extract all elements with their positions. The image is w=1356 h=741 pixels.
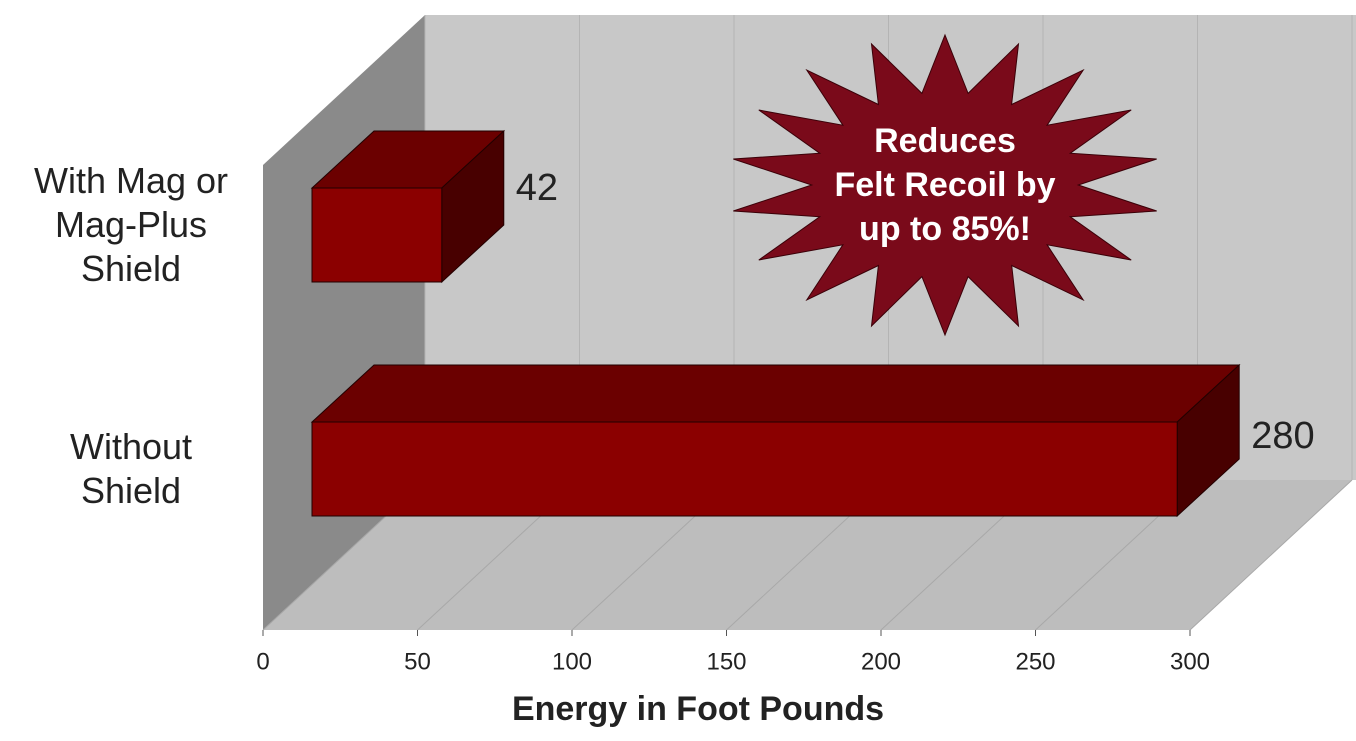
grid-line <box>1189 479 1353 631</box>
starburst <box>733 33 1157 337</box>
annotation: Reduces Felt Recoil by up to 85%! <box>834 122 1056 248</box>
bar-top <box>310 364 1241 423</box>
bar <box>311 421 1178 517</box>
value-label: 42 <box>516 167 558 209</box>
x-tick-label: 150 <box>706 648 746 675</box>
x-tick-label: 0 <box>256 648 269 675</box>
x-tick-label: 50 <box>404 648 431 675</box>
x-tick-label: 200 <box>861 648 901 675</box>
x-axis-label: Energy in Foot Pounds <box>511 690 885 728</box>
value-label: 280 <box>1251 415 1314 457</box>
x-tick-label: 300 <box>1170 648 1210 675</box>
x-tick-label: 250 <box>1015 648 1055 675</box>
category-label: Without Shield <box>69 426 193 511</box>
bar <box>311 187 443 283</box>
category-label: With Mag or Mag-Plus Shield <box>33 160 229 289</box>
x-tick-label: 100 <box>552 648 592 675</box>
